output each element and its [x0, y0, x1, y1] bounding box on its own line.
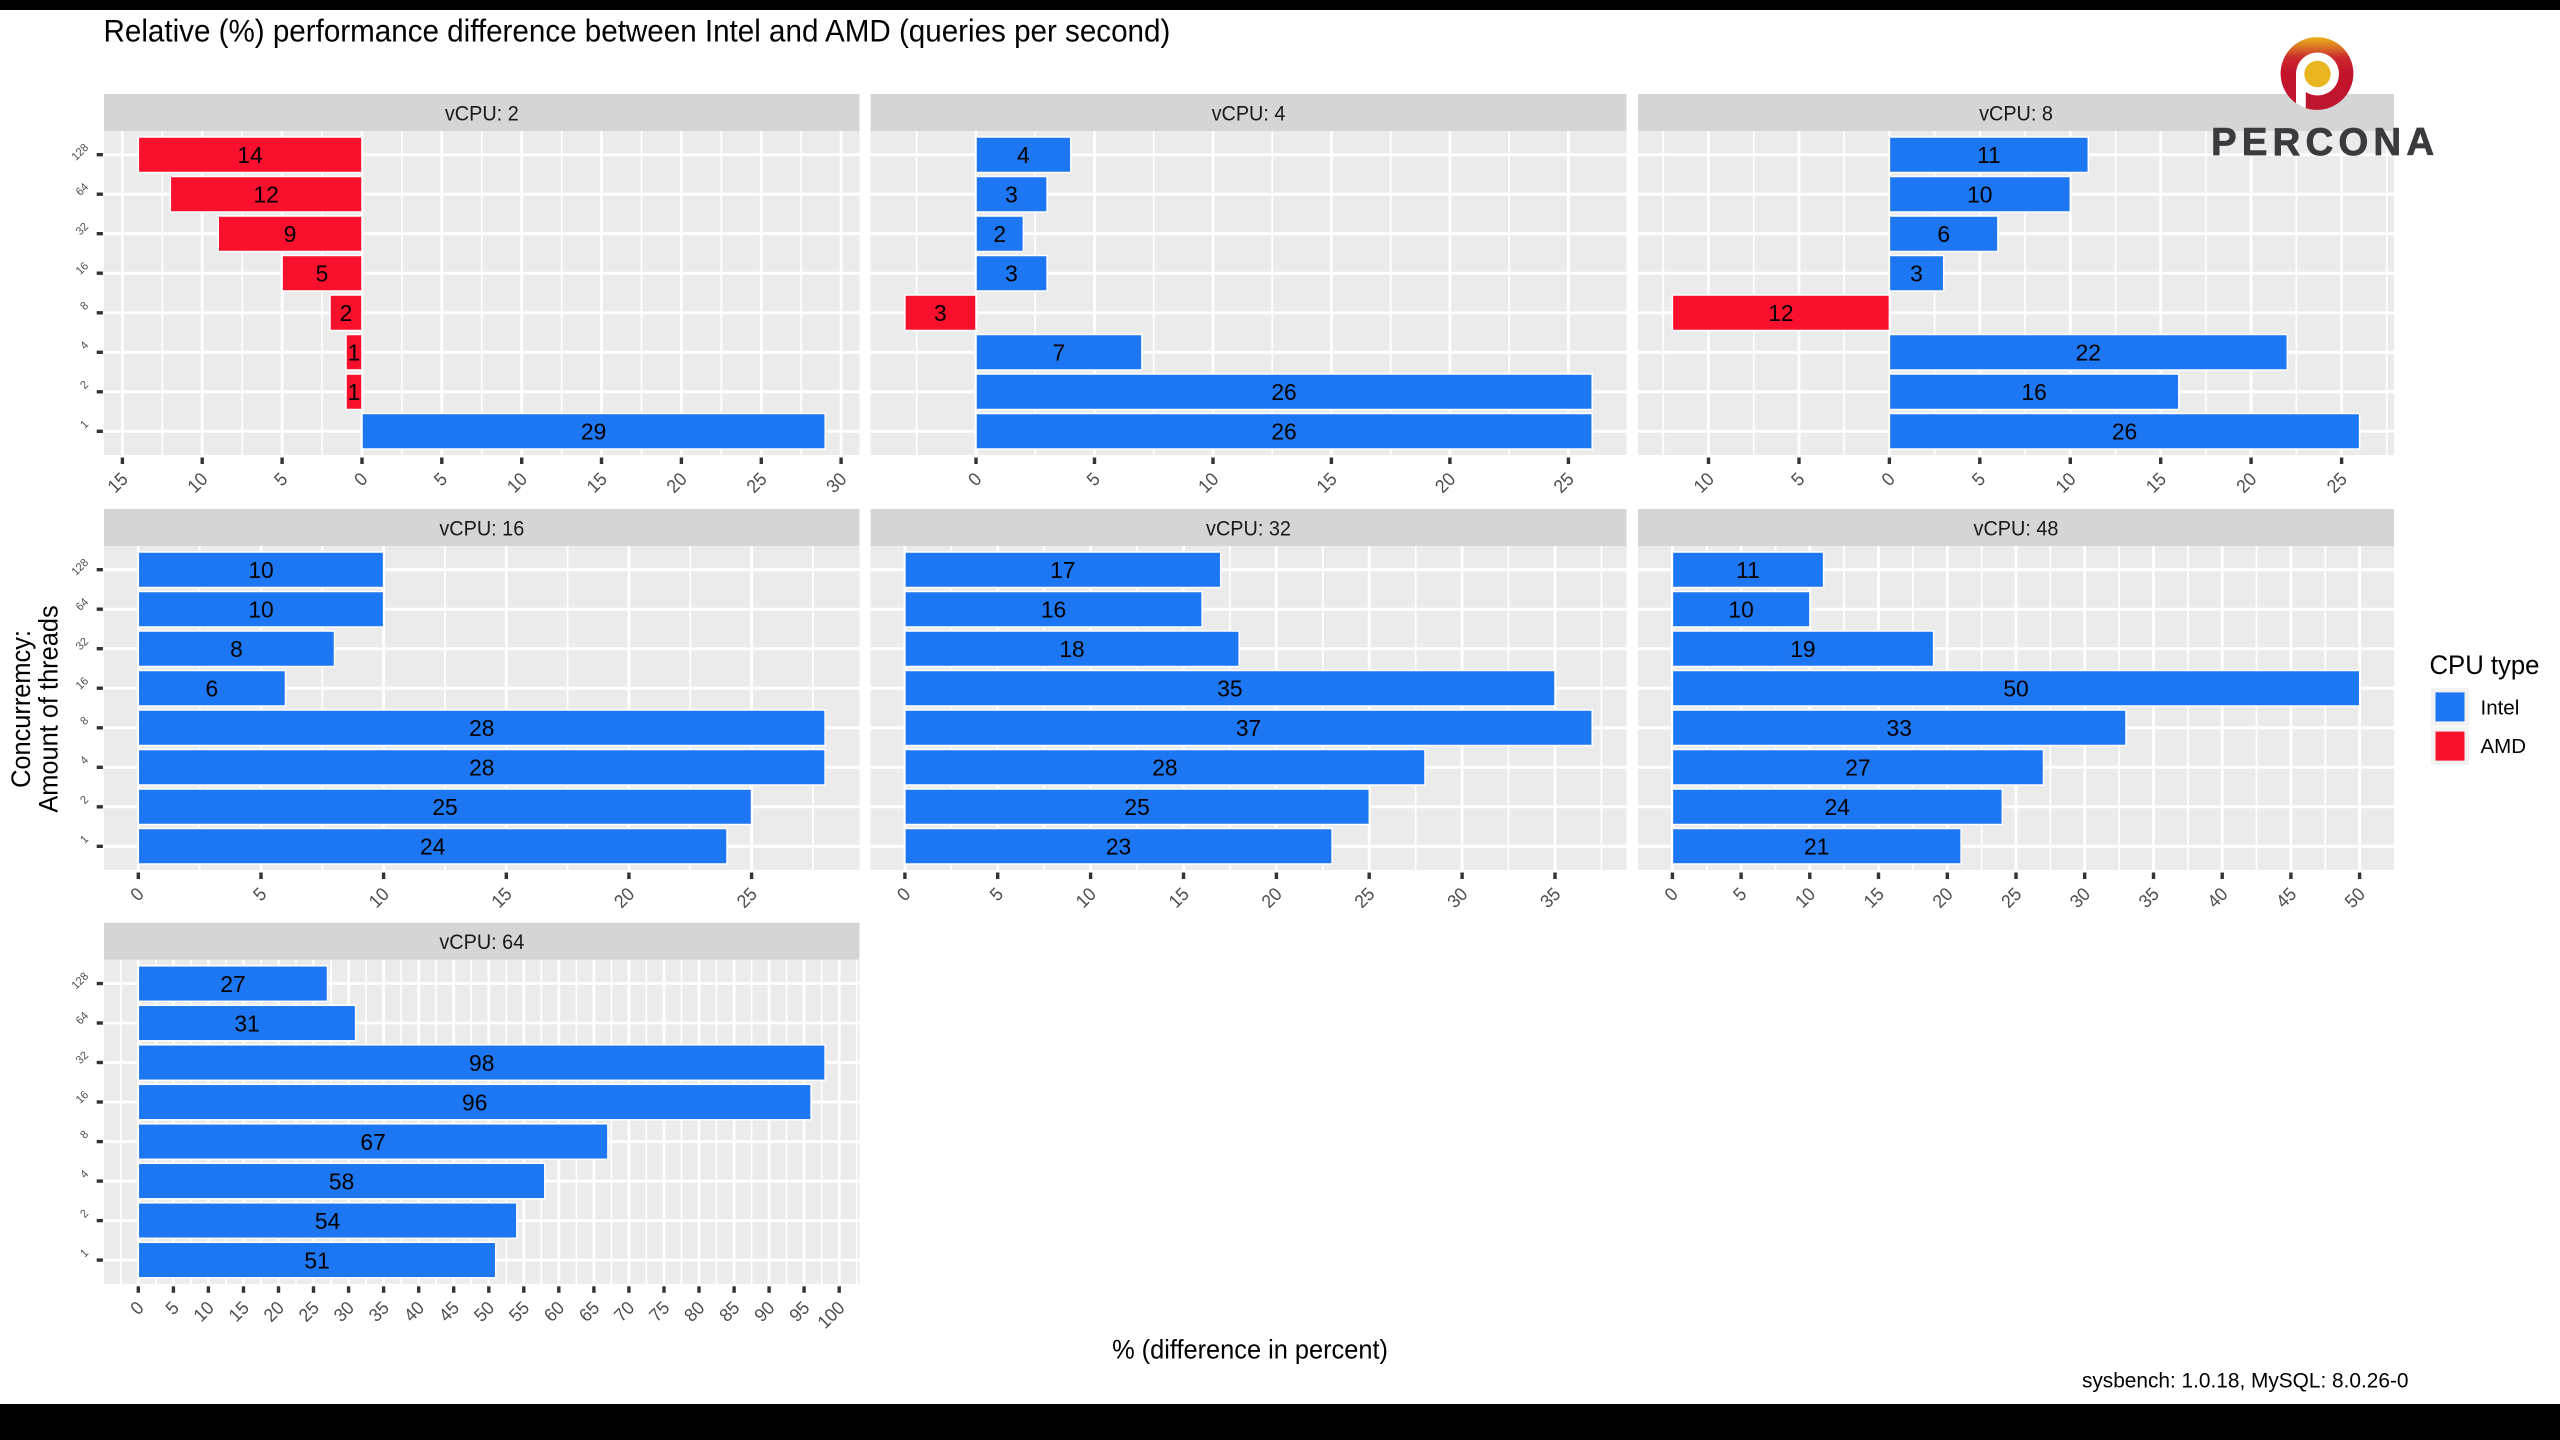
- svg-text:7: 7: [1053, 339, 1066, 365]
- svg-text:58: 58: [329, 1168, 354, 1194]
- svg-text:11: 11: [1736, 557, 1760, 583]
- svg-text:26: 26: [2112, 418, 2137, 444]
- svg-text:3: 3: [934, 300, 947, 326]
- svg-text:vCPU: 64: vCPU: 64: [439, 932, 524, 955]
- svg-text:21: 21: [1804, 833, 1829, 859]
- svg-text:Relative (%) performance diffe: Relative (%) performance difference betw…: [104, 14, 1171, 49]
- svg-text:26: 26: [1271, 418, 1296, 444]
- svg-text:51: 51: [304, 1247, 329, 1273]
- svg-text:8: 8: [230, 636, 243, 662]
- svg-text:6: 6: [1937, 221, 1950, 247]
- svg-text:14: 14: [237, 142, 262, 168]
- svg-text:28: 28: [1152, 754, 1177, 780]
- svg-text:Intel: Intel: [2481, 696, 2520, 719]
- svg-text:16: 16: [1041, 596, 1066, 622]
- svg-text:1: 1: [348, 379, 361, 405]
- svg-text:28: 28: [469, 715, 494, 741]
- svg-text:Amount of threads: Amount of threads: [33, 605, 64, 812]
- svg-text:3: 3: [1005, 260, 1018, 286]
- svg-text:37: 37: [1236, 715, 1261, 741]
- svg-text:vCPU: 48: vCPU: 48: [1974, 518, 2059, 541]
- svg-text:33: 33: [1887, 715, 1912, 741]
- svg-text:98: 98: [469, 1050, 494, 1076]
- svg-text:23: 23: [1106, 833, 1131, 859]
- svg-text:10: 10: [248, 596, 273, 622]
- svg-text:35: 35: [1217, 675, 1242, 701]
- svg-text:26: 26: [1271, 379, 1296, 405]
- svg-text:54: 54: [315, 1208, 340, 1234]
- svg-text:% (difference in percent): % (difference in percent): [1112, 1334, 1388, 1365]
- svg-text:25: 25: [432, 794, 457, 820]
- svg-text:31: 31: [234, 1010, 259, 1036]
- svg-text:vCPU: 2: vCPU: 2: [445, 103, 519, 126]
- svg-text:2: 2: [340, 300, 353, 326]
- svg-text:4: 4: [1017, 142, 1030, 168]
- svg-text:sysbench: 1.0.18, MySQL: 8.0.2: sysbench: 1.0.18, MySQL: 8.0.26-0: [2082, 1369, 2409, 1392]
- svg-text:25: 25: [1124, 794, 1149, 820]
- svg-text:3: 3: [1005, 181, 1018, 207]
- svg-text:vCPU: 8: vCPU: 8: [1979, 103, 2053, 126]
- svg-text:16: 16: [2021, 379, 2046, 405]
- svg-text:CPU type: CPU type: [2430, 649, 2540, 679]
- svg-text:10: 10: [248, 557, 273, 583]
- svg-text:29: 29: [581, 418, 606, 444]
- svg-text:PERCONA: PERCONA: [2211, 121, 2439, 164]
- svg-text:AMD: AMD: [2481, 735, 2527, 758]
- svg-text:Concurremcy:: Concurremcy:: [5, 630, 36, 788]
- svg-text:27: 27: [220, 971, 245, 997]
- svg-text:5: 5: [316, 260, 329, 286]
- svg-text:10: 10: [1967, 181, 1992, 207]
- svg-text:67: 67: [360, 1129, 385, 1155]
- svg-text:10: 10: [1728, 596, 1753, 622]
- svg-text:96: 96: [462, 1089, 487, 1115]
- svg-text:24: 24: [1825, 794, 1850, 820]
- svg-text:9: 9: [284, 221, 297, 247]
- svg-text:12: 12: [1768, 300, 1793, 326]
- svg-text:50: 50: [2003, 675, 2028, 701]
- svg-text:27: 27: [1845, 754, 1870, 780]
- svg-text:11: 11: [1977, 142, 2001, 168]
- svg-text:vCPU: 32: vCPU: 32: [1206, 518, 1291, 541]
- svg-text:18: 18: [1059, 636, 1084, 662]
- svg-text:28: 28: [469, 754, 494, 780]
- svg-text:12: 12: [253, 181, 278, 207]
- svg-text:24: 24: [420, 833, 445, 859]
- svg-text:1: 1: [348, 339, 361, 365]
- svg-text:2: 2: [993, 221, 1006, 247]
- svg-text:17: 17: [1050, 557, 1075, 583]
- svg-text:vCPU: 4: vCPU: 4: [1212, 103, 1286, 126]
- svg-text:22: 22: [2076, 339, 2101, 365]
- svg-text:19: 19: [1790, 636, 1815, 662]
- svg-text:6: 6: [206, 675, 219, 701]
- svg-text:3: 3: [1910, 260, 1923, 286]
- svg-text:vCPU: 16: vCPU: 16: [439, 518, 524, 541]
